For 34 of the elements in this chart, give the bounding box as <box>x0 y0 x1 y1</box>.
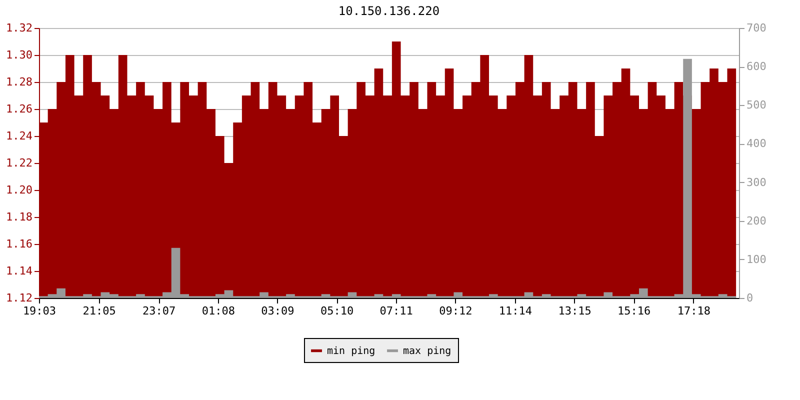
y-tick-label: 1.26 <box>6 102 32 116</box>
y2-tick-label: 500 <box>746 98 766 112</box>
y2-tick-label: 100 <box>746 252 766 266</box>
y-tick-label: 1.24 <box>6 130 33 142</box>
y2-tick-label: 0 <box>746 292 754 304</box>
x-tick-label: 05:10 <box>320 304 354 318</box>
x-tick-label: 13:15 <box>558 304 592 318</box>
y-tick-label: 1.32 <box>6 22 32 34</box>
x-tick-label: 23:07 <box>142 304 176 318</box>
x-tick-label: 15:16 <box>618 304 651 318</box>
legend-label: max ping <box>403 346 452 357</box>
y2-tick-label: 400 <box>746 137 766 150</box>
y2-tick-label: 200 <box>746 214 766 228</box>
y2-tick-label: 600 <box>746 60 766 74</box>
y-tick-label: 1.12 <box>6 292 32 304</box>
x-tick-label: 11:14 <box>498 304 532 318</box>
y2-tick-label: 300 <box>746 176 766 189</box>
x-tick-label: 17:18 <box>677 304 710 318</box>
x-tick-label: 07:11 <box>380 304 413 318</box>
y-tick-label: 1.22 <box>6 156 32 170</box>
x-tick-label: 21:05 <box>82 304 116 318</box>
chart-title: 10.150.136.220 <box>338 4 440 18</box>
x-tick-label: 01:08 <box>202 304 235 318</box>
y2-tick-label: 700 <box>746 22 766 34</box>
x-tick-label: 09:12 <box>439 304 472 318</box>
x-tick-label: 19:03 <box>22 304 56 318</box>
y-tick-label: 1.30 <box>6 48 32 62</box>
y-tick-label: 1.14 <box>6 264 33 278</box>
x-tick-label: 03:09 <box>261 304 294 318</box>
y-tick-label: 1.16 <box>6 238 32 250</box>
y-tick-label: 1.28 <box>6 76 32 88</box>
y-tick-label: 1.20 <box>6 184 32 196</box>
y-tick-label: 1.18 <box>6 210 32 224</box>
legend-label: min ping <box>327 346 376 357</box>
